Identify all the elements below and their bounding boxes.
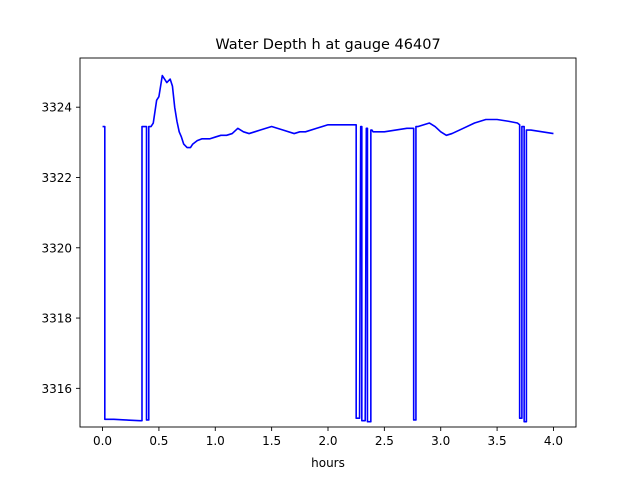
x-tick-label: 0.5 [149, 434, 168, 448]
x-axis-ticks: 0.0 0.5 1.0 1.5 2.0 2.5 3.0 3.5 4.0 [93, 427, 563, 448]
x-tick-label: 1.5 [262, 434, 281, 448]
x-tick-label: 2.0 [318, 434, 337, 448]
x-tick-label: 3.0 [431, 434, 450, 448]
x-axis-label: hours [311, 456, 345, 470]
x-tick-label: 2.5 [375, 434, 394, 448]
y-tick-label: 3318 [41, 312, 72, 326]
y-axis-ticks: 3316 3318 3320 3322 3324 [41, 101, 80, 396]
x-tick-label: 1.0 [206, 434, 225, 448]
x-tick-label: 4.0 [544, 434, 563, 448]
y-tick-label: 3316 [41, 382, 72, 396]
chart-title: Water Depth h at gauge 46407 [215, 37, 440, 53]
x-tick-label: 0.0 [93, 434, 112, 448]
axes-frame [79, 57, 577, 428]
x-tick-label: 3.5 [488, 434, 507, 448]
y-tick-label: 3320 [41, 241, 72, 255]
y-tick-label: 3324 [41, 101, 72, 115]
series-line-water-depth [102, 74, 554, 423]
y-tick-label: 3322 [41, 171, 72, 185]
